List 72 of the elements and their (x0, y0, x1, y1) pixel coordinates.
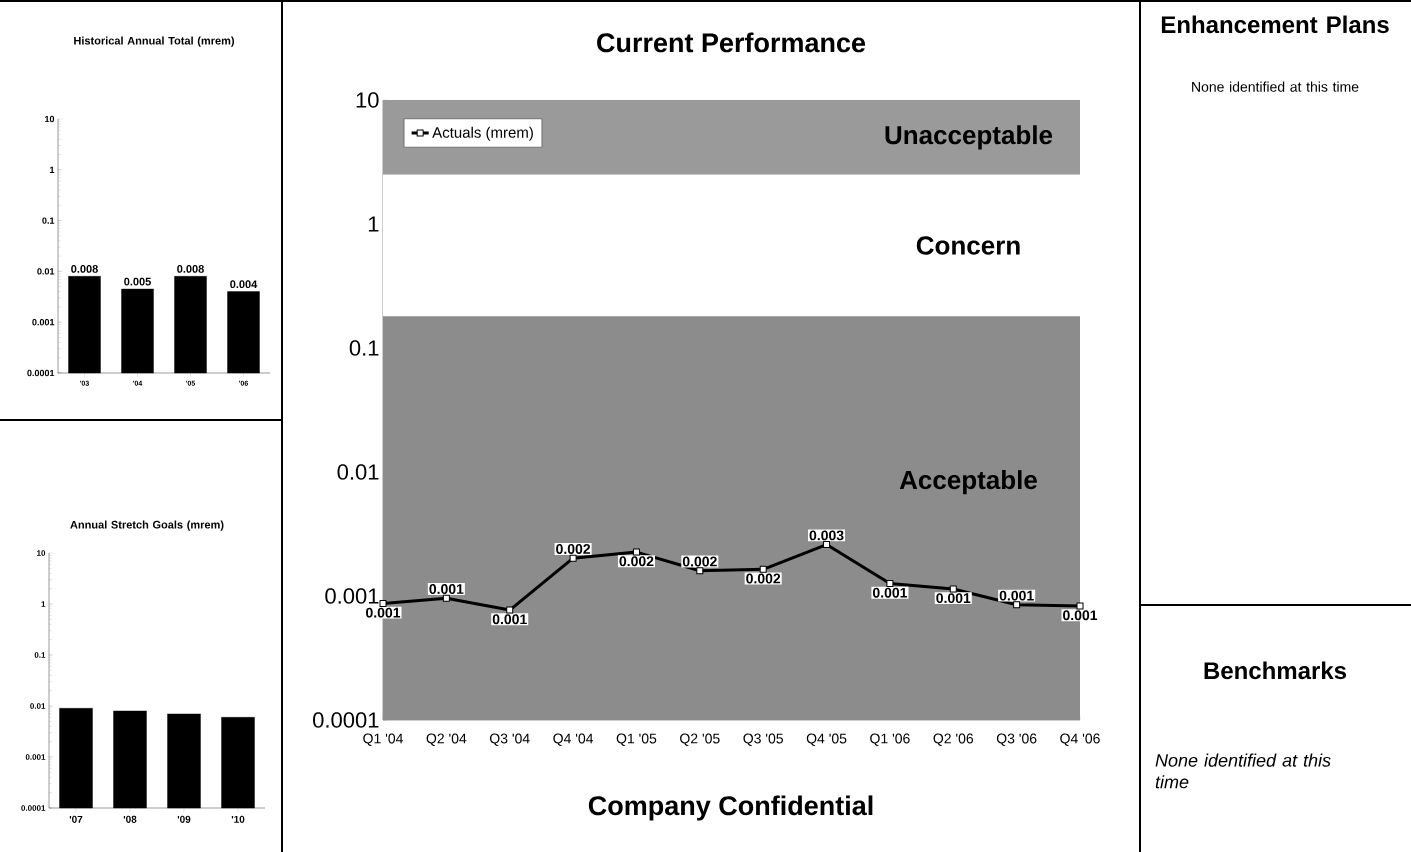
text: None identified at this time (1155, 753, 1331, 789)
point (1076, 602, 1084, 610)
y-tick-label: 0.001 (25, 754, 46, 760)
y-tick-label: 1 (50, 166, 55, 173)
band-label: Acceptable (899, 470, 1037, 495)
y-tick-label: 0.0001 (313, 712, 379, 728)
x-tick-label: Q4 '05 (806, 733, 847, 746)
x-tick-label: Q3 '05 (743, 733, 783, 746)
band-label: Concern (916, 236, 1020, 255)
chart-title: Current Performance (597, 32, 866, 53)
chart-title: Annual Stretch Goals (mrem) (70, 520, 224, 531)
data-label: 0.008 (71, 265, 98, 273)
point (632, 548, 640, 556)
y-tick-label: 1 (41, 601, 46, 607)
legend-label: Actuals (mrem) (432, 126, 533, 141)
data-label: 0.001 (872, 587, 908, 598)
y-tick-label: 0.01 (37, 268, 55, 275)
y-tick-label: 10 (356, 92, 379, 108)
x-tick-label: '07 (69, 815, 83, 823)
data-label: 0.002 (619, 556, 654, 567)
data-label: 0.001 (1063, 610, 1098, 621)
y-tick-label: 0.001 (325, 588, 379, 604)
data-label: 0.008 (177, 265, 204, 273)
y-tick-label: 0.001 (32, 319, 55, 326)
x-tick-label: Q1 '06 (870, 733, 910, 746)
y-tick-label: 10 (37, 550, 46, 556)
y-tick-label: 0.01 (30, 703, 46, 709)
data-label: 0.003 (809, 530, 844, 541)
data-label: 0.004 (230, 280, 258, 289)
x-tick-label: Q2 '04 (426, 733, 467, 746)
x-tick-label: Q4 '06 (1060, 733, 1100, 746)
x-tick-label: '10 (231, 815, 245, 823)
x-tick-label: Q3 '06 (996, 733, 1037, 746)
band-label: Unacceptable (885, 125, 1053, 150)
point (759, 565, 767, 573)
point (569, 554, 577, 562)
y-tick-label: 0.01 (337, 464, 379, 480)
point (696, 567, 704, 575)
point (1013, 601, 1021, 609)
y-tick-label: 0.0001 (27, 369, 55, 377)
point (823, 541, 831, 549)
y-tick-label: 0.1 (42, 217, 55, 224)
text: None identified at this time (1192, 81, 1359, 92)
point (506, 606, 514, 614)
data-label: 0.002 (682, 556, 717, 567)
data-label: 0.001 (429, 584, 464, 595)
data-label: 0.002 (556, 544, 591, 554)
y-tick-label: 10 (45, 115, 55, 123)
data-label: 0.001 (366, 607, 401, 618)
data-label: 0.005 (124, 277, 151, 286)
x-tick-label: '09 (177, 815, 191, 823)
point (442, 594, 450, 602)
y-tick-label: 1 (368, 216, 379, 232)
point (949, 585, 957, 593)
y-tick-label: 0.1 (349, 340, 379, 356)
x-tick-label: Q2 '06 (933, 733, 974, 746)
y-tick-label: 0.0001 (21, 805, 46, 811)
x-tick-label: Q4 '04 (553, 733, 594, 746)
text: Benchmarks (1204, 661, 1347, 680)
data-label: 0.001 (999, 590, 1034, 601)
x-tick-label: Q1 '05 (616, 733, 657, 746)
text: Enhancement Plans (1161, 15, 1389, 34)
data-label: 0.001 (492, 614, 527, 625)
y-tick-label: 0.1 (34, 652, 46, 658)
chart-title: Historical Annual Total (mrem) (74, 36, 235, 47)
x-tick-label: Q2 '05 (680, 733, 720, 746)
data-label: 0.001 (936, 593, 971, 604)
x-tick-label: Q3 '04 (489, 733, 530, 746)
x-tick-label: Q1 '04 (363, 733, 403, 746)
text: Company Confidential (588, 795, 873, 821)
x-tick-label: '08 (123, 815, 137, 823)
data-label: 0.002 (746, 573, 781, 584)
